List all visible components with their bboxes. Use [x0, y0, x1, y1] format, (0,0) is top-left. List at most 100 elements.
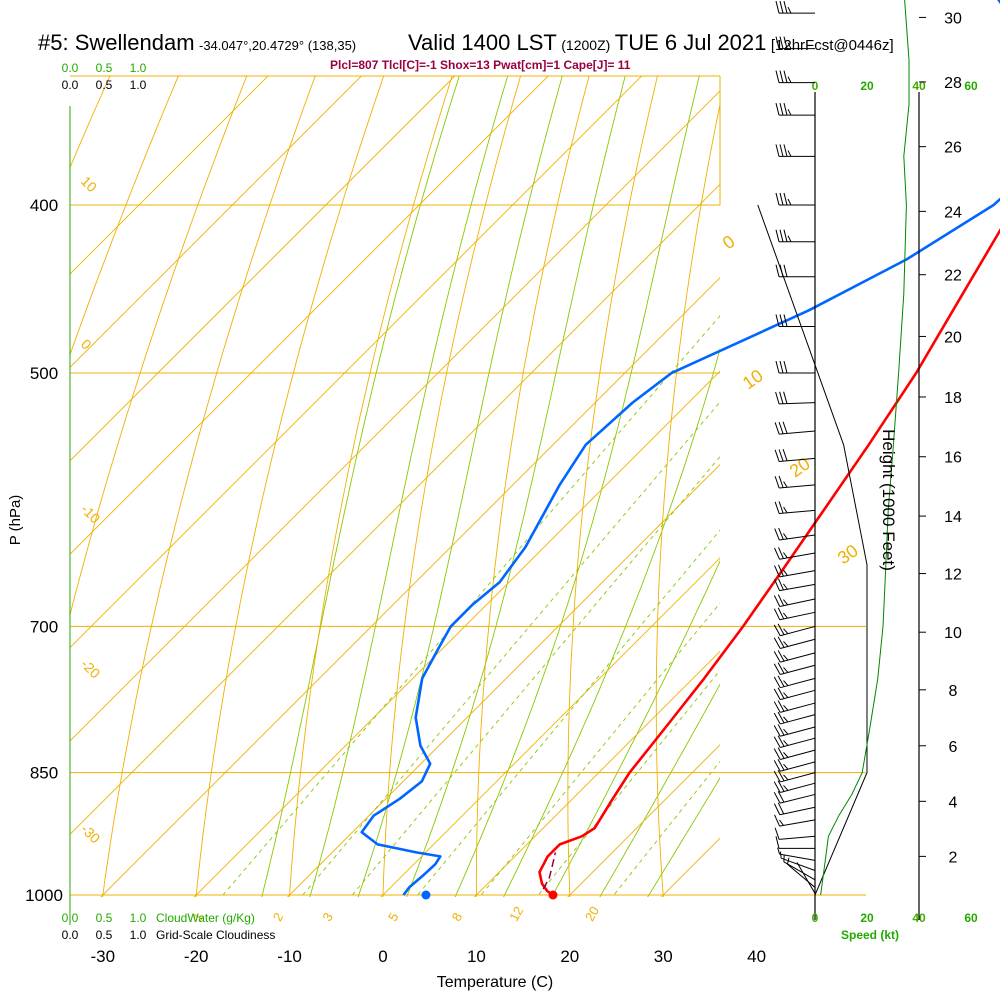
height-tick-label: 6 — [949, 739, 958, 756]
wind-barb-half-feather — [783, 704, 789, 711]
wind-barb-feather — [775, 264, 780, 277]
wind-barb-half-feather — [787, 108, 792, 116]
speed-top-tick: 20 — [860, 79, 874, 93]
wind-barb-feather — [778, 501, 784, 514]
temperature-tick-label: -20 — [184, 947, 209, 966]
wind-barb-feather — [783, 192, 788, 206]
wind-barb-shaft — [779, 457, 816, 463]
wind-barb-feather — [777, 687, 785, 699]
wind-barb-feather — [777, 607, 785, 620]
wind-barb-shaft — [780, 677, 816, 689]
wind-barb — [775, 391, 816, 405]
height-tick-label: 20 — [944, 329, 962, 346]
wind-barb-half-feather — [783, 569, 788, 576]
wind-barb-feather — [779, 360, 784, 374]
title-date: TUE 6 Jul 2021 — [614, 30, 767, 55]
wind-barb-half-feather — [783, 654, 789, 661]
height-tick-label: 24 — [944, 204, 962, 221]
wind-barb-feather — [774, 579, 781, 591]
cloudwater-bottom-tick: 0.0 — [62, 911, 79, 925]
wind-barb-feather — [775, 836, 780, 849]
wind-barb-feather — [779, 0, 784, 14]
wind-barb-feather — [779, 229, 784, 242]
wind-barb — [783, 855, 816, 881]
cloudwater-top-tick: 0.5 — [96, 61, 113, 75]
dry-adiabat-line — [70, 76, 179, 357]
wind-barb-feather — [779, 36, 784, 49]
wind-barb — [779, 851, 816, 871]
wind-barb-feather — [777, 547, 784, 559]
height-tick-label: 12 — [944, 567, 962, 584]
title-zulu: (1200Z) — [561, 37, 611, 53]
stability-indices: Plcl=807 Tlcl[C]=-1 Shox=13 Pwat[cm]=1 C… — [330, 58, 631, 72]
mixing-ratio-line — [415, 529, 720, 897]
wind-barb-shaft — [779, 835, 816, 840]
wind-barb-shaft — [779, 819, 816, 827]
cloudiness-bottom-tick: 0.0 — [62, 928, 79, 942]
speed-top-tick: 60 — [964, 79, 978, 93]
wind-barb — [774, 421, 816, 435]
wind-barb-half-feather — [779, 819, 784, 826]
wind-barb-feather — [775, 70, 780, 83]
wind-barb-feather — [775, 314, 780, 327]
wind-barb-feather — [773, 637, 781, 649]
wind-barb-feather — [779, 192, 784, 206]
wind-barb — [775, 144, 815, 157]
height-tick-label: 8 — [949, 683, 958, 700]
wind-barb-feather — [775, 391, 780, 404]
wind-barb-shaft — [779, 484, 816, 489]
mixing-ratio-line — [220, 315, 720, 897]
title-station: #5: Swellendam — [38, 30, 195, 55]
cloudiness-label: Grid-Scale Cloudiness — [156, 928, 275, 942]
wind-speed-profile — [820, 0, 910, 896]
wind-barb-feather — [777, 769, 785, 782]
wind-barb — [774, 501, 816, 514]
plot-frame — [69, 75, 866, 925]
height-tick-label: 14 — [944, 509, 962, 526]
wind-barb-feather — [783, 229, 788, 242]
wind-barb-feather — [775, 0, 780, 14]
height-axis: 02468101214161820222426283032Height (100… — [879, 10, 962, 920]
mixing-ratio-label: 20 — [582, 904, 602, 924]
wind-barb-shaft — [780, 714, 816, 725]
height-tick-label: 26 — [944, 140, 962, 157]
wind-barb-shaft — [779, 552, 816, 560]
dry-adiabat-label: 10 — [739, 365, 767, 393]
wind-barb-shaft — [780, 652, 816, 663]
dry-adiabat-line — [70, 76, 248, 617]
wind-barb-feather — [777, 578, 784, 591]
wind-barb — [774, 547, 816, 560]
wind-barb-shaft — [780, 664, 816, 676]
wind-barb-feather — [783, 314, 788, 327]
speed-bottom-tick: 60 — [964, 911, 978, 925]
wind-barb-feather — [775, 192, 780, 206]
wind-barb-feather — [782, 448, 788, 462]
isotherm-line — [70, 76, 643, 649]
wind-barb-feather — [778, 421, 784, 434]
wind-barb-feather — [773, 595, 781, 607]
wind-barb-feather — [774, 476, 780, 489]
wind-barb-half-feather — [783, 506, 788, 514]
wind-barb-half-feather — [787, 76, 792, 83]
moist-adiabat-line — [406, 76, 626, 897]
wind-barb-half-feather — [783, 728, 789, 735]
wind-barb-shaft — [780, 749, 816, 760]
wind-barb-feather — [775, 103, 780, 116]
wind-barb-feather — [775, 360, 780, 374]
dry-adiabat-label: 0 — [78, 336, 95, 353]
cloudiness-top-tick: 1.0 — [130, 78, 147, 92]
dry-adiabat-label: -20 — [78, 656, 104, 682]
dry-adiabat-line — [289, 76, 453, 897]
mixing-ratio-label: 5 — [385, 910, 402, 924]
wind-barb-half-feather — [779, 851, 782, 859]
wind-barb-shaft — [779, 853, 816, 861]
wind-barb-feather — [783, 103, 788, 116]
wind-barb-half-feather — [787, 150, 792, 157]
title-valid-line: Valid 1400 LST (1200Z) TUE 6 Jul 2021 [1… — [408, 30, 894, 56]
wind-barb — [774, 527, 816, 541]
wind-barb-half-feather — [783, 481, 788, 488]
wind-barb-half-feather — [783, 785, 789, 791]
sounding-series — [360, 0, 1000, 900]
wind-barb-feather — [779, 70, 784, 83]
